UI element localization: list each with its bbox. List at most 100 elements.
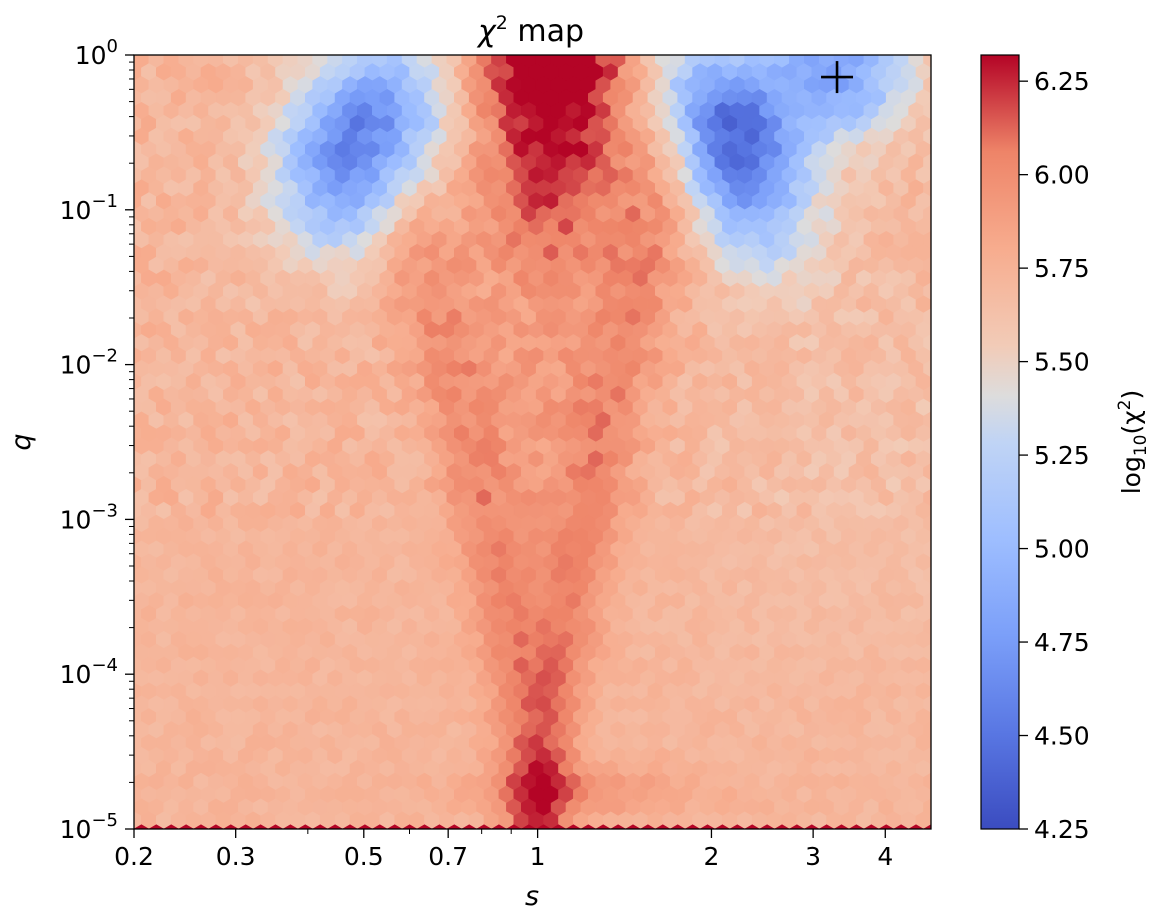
hex-cell xyxy=(134,467,135,477)
hex-cell xyxy=(112,141,127,158)
hex-cell xyxy=(112,580,127,597)
hex-cell xyxy=(134,441,135,451)
x-tick-label: 0.7 xyxy=(428,842,468,871)
x-tick-label: 2 xyxy=(703,842,719,871)
hex-cell xyxy=(833,55,835,56)
hex-cell xyxy=(930,660,931,671)
hex-cell xyxy=(930,557,931,568)
hex-cell xyxy=(938,541,953,558)
hex-cell xyxy=(930,480,931,490)
y-axis: 10−5 10−4 10−3 10−2 10−1 100 xyxy=(60,36,134,844)
hex-cell xyxy=(134,183,135,193)
hex-cell xyxy=(112,244,127,261)
x-axis: 0.2 0.3 0.5 0.7 1 2 3 4 xyxy=(114,829,893,871)
hex-cell xyxy=(930,686,931,697)
hex-cell xyxy=(112,167,127,184)
hex-cell xyxy=(803,55,805,56)
x-tick-label: 0.2 xyxy=(114,842,154,871)
hex-cell xyxy=(930,299,931,310)
colorbar-tick-label: 5.75 xyxy=(1034,254,1090,283)
hex-cell xyxy=(930,196,931,206)
hex-cell xyxy=(818,55,820,56)
y-tick-label: 100 xyxy=(75,36,118,70)
hex-cell xyxy=(595,55,597,56)
hex-cell xyxy=(148,55,150,56)
hex-cell xyxy=(729,55,731,56)
hex-cell xyxy=(112,399,127,416)
hex-cell xyxy=(938,515,953,532)
y-tick-label: 10−1 xyxy=(60,191,118,225)
hex-cell xyxy=(371,55,373,56)
hex-cell xyxy=(461,55,463,56)
x-tick-label: 1 xyxy=(530,842,546,871)
hex-cell xyxy=(134,364,135,374)
hex-cell xyxy=(282,55,284,56)
hex-cell xyxy=(938,799,953,816)
hex-cell xyxy=(134,519,135,529)
hex-cell xyxy=(134,648,135,658)
hex-cell xyxy=(930,93,931,103)
hex-cell xyxy=(938,438,953,455)
hex-cell xyxy=(699,55,701,56)
hex-cell xyxy=(930,583,931,593)
hex-cell xyxy=(112,683,127,700)
hex-cell xyxy=(252,55,254,56)
hex-cell xyxy=(938,489,953,506)
hex-cell xyxy=(446,55,448,56)
colorbar-tick-label: 4.50 xyxy=(1034,722,1090,751)
hex-cell xyxy=(112,786,127,803)
hex-cell xyxy=(134,622,135,632)
hex-cell xyxy=(938,335,953,352)
hex-cell xyxy=(431,55,433,56)
hex-cell xyxy=(938,412,953,429)
hex-cell xyxy=(327,55,329,56)
hex-cell xyxy=(930,144,931,155)
hex-cell xyxy=(938,77,953,94)
hexbin-heatmap xyxy=(112,51,953,829)
hex-cell xyxy=(112,734,127,751)
hex-cell xyxy=(930,764,931,774)
hex-cell xyxy=(112,89,127,106)
hex-cell xyxy=(654,55,656,56)
hex-cell xyxy=(134,132,135,142)
hex-cell xyxy=(624,55,627,56)
hex-cell xyxy=(938,309,953,326)
hex-cell xyxy=(930,454,931,464)
hex-cell xyxy=(938,51,953,68)
hex-cell xyxy=(930,402,931,413)
hex-cell xyxy=(744,55,746,56)
hex-cell xyxy=(163,55,165,56)
hex-cell xyxy=(356,55,359,56)
hex-cell xyxy=(930,789,931,800)
hex-cell xyxy=(112,528,127,545)
hex-cell xyxy=(938,154,953,171)
hex-cell xyxy=(930,377,931,387)
hex-cell xyxy=(938,206,953,223)
hex-cell xyxy=(134,596,135,606)
hex-cell xyxy=(863,55,865,56)
colorbar-tick-label: 4.75 xyxy=(1034,628,1090,657)
hex-cell xyxy=(938,257,953,274)
hex-cell xyxy=(112,631,127,648)
hex-cell xyxy=(112,218,127,235)
hex-cell xyxy=(930,273,931,284)
chart-title: χ2 map xyxy=(476,12,584,49)
hex-cell xyxy=(134,55,135,64)
hex-cell xyxy=(938,102,953,119)
hex-cell xyxy=(134,802,135,813)
hex-cell xyxy=(938,464,953,481)
colorbar-tick-label: 6.25 xyxy=(1034,67,1090,96)
x-tick-label: 3 xyxy=(805,842,821,871)
hex-cell xyxy=(134,493,135,503)
hex-cell xyxy=(401,55,403,56)
hex-cell xyxy=(930,351,931,361)
hex-cell xyxy=(134,777,135,787)
hex-cell xyxy=(112,476,127,493)
hex-cell xyxy=(134,828,135,829)
x-tick-label: 0.5 xyxy=(344,842,384,871)
hex-cell xyxy=(930,609,931,619)
hex-cell xyxy=(610,55,612,56)
x-tick-label: 4 xyxy=(877,842,893,871)
hex-cell xyxy=(788,55,791,56)
hex-cell xyxy=(930,428,931,439)
